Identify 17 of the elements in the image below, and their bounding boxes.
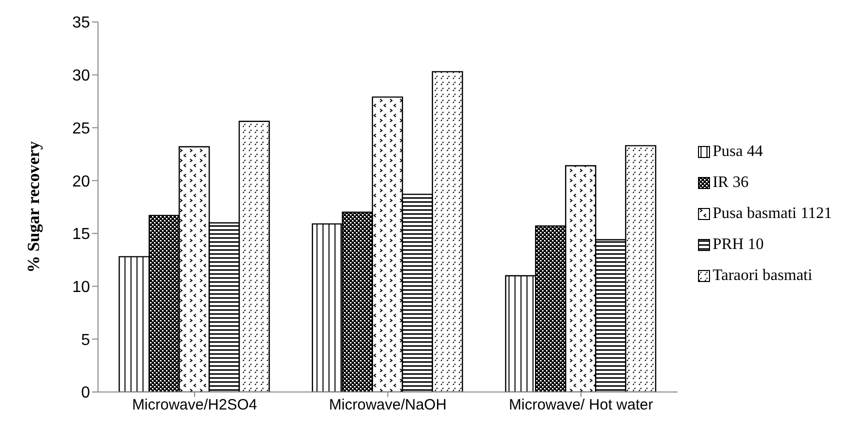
legend-label: Pusa basmati 1121 bbox=[712, 205, 832, 223]
y-tick-label: 5 bbox=[81, 332, 90, 349]
legend-label: IR 36 bbox=[712, 174, 749, 192]
y-axis-title: % Sugar recovery bbox=[24, 140, 44, 273]
x-tick-label: Microwave/NaOH bbox=[329, 396, 447, 414]
y-tick-label: 30 bbox=[72, 68, 90, 85]
y-tick-label: 20 bbox=[72, 173, 90, 190]
y-tick-label: 25 bbox=[72, 120, 90, 138]
x-tick-label: Microwave/ Hot water bbox=[508, 396, 654, 414]
y-tick-label: 15 bbox=[72, 226, 90, 244]
y-tick-label: 35 bbox=[72, 14, 90, 32]
y-tick-label: 10 bbox=[72, 278, 90, 296]
legend-label: PRH 10 bbox=[712, 236, 764, 254]
legend-label: Pusa 44 bbox=[712, 143, 763, 161]
x-tick-label: Microwave/H2SO4 bbox=[132, 396, 258, 414]
y-tick-label: 0 bbox=[81, 384, 90, 402]
legend-label: Taraori basmati bbox=[712, 267, 812, 285]
